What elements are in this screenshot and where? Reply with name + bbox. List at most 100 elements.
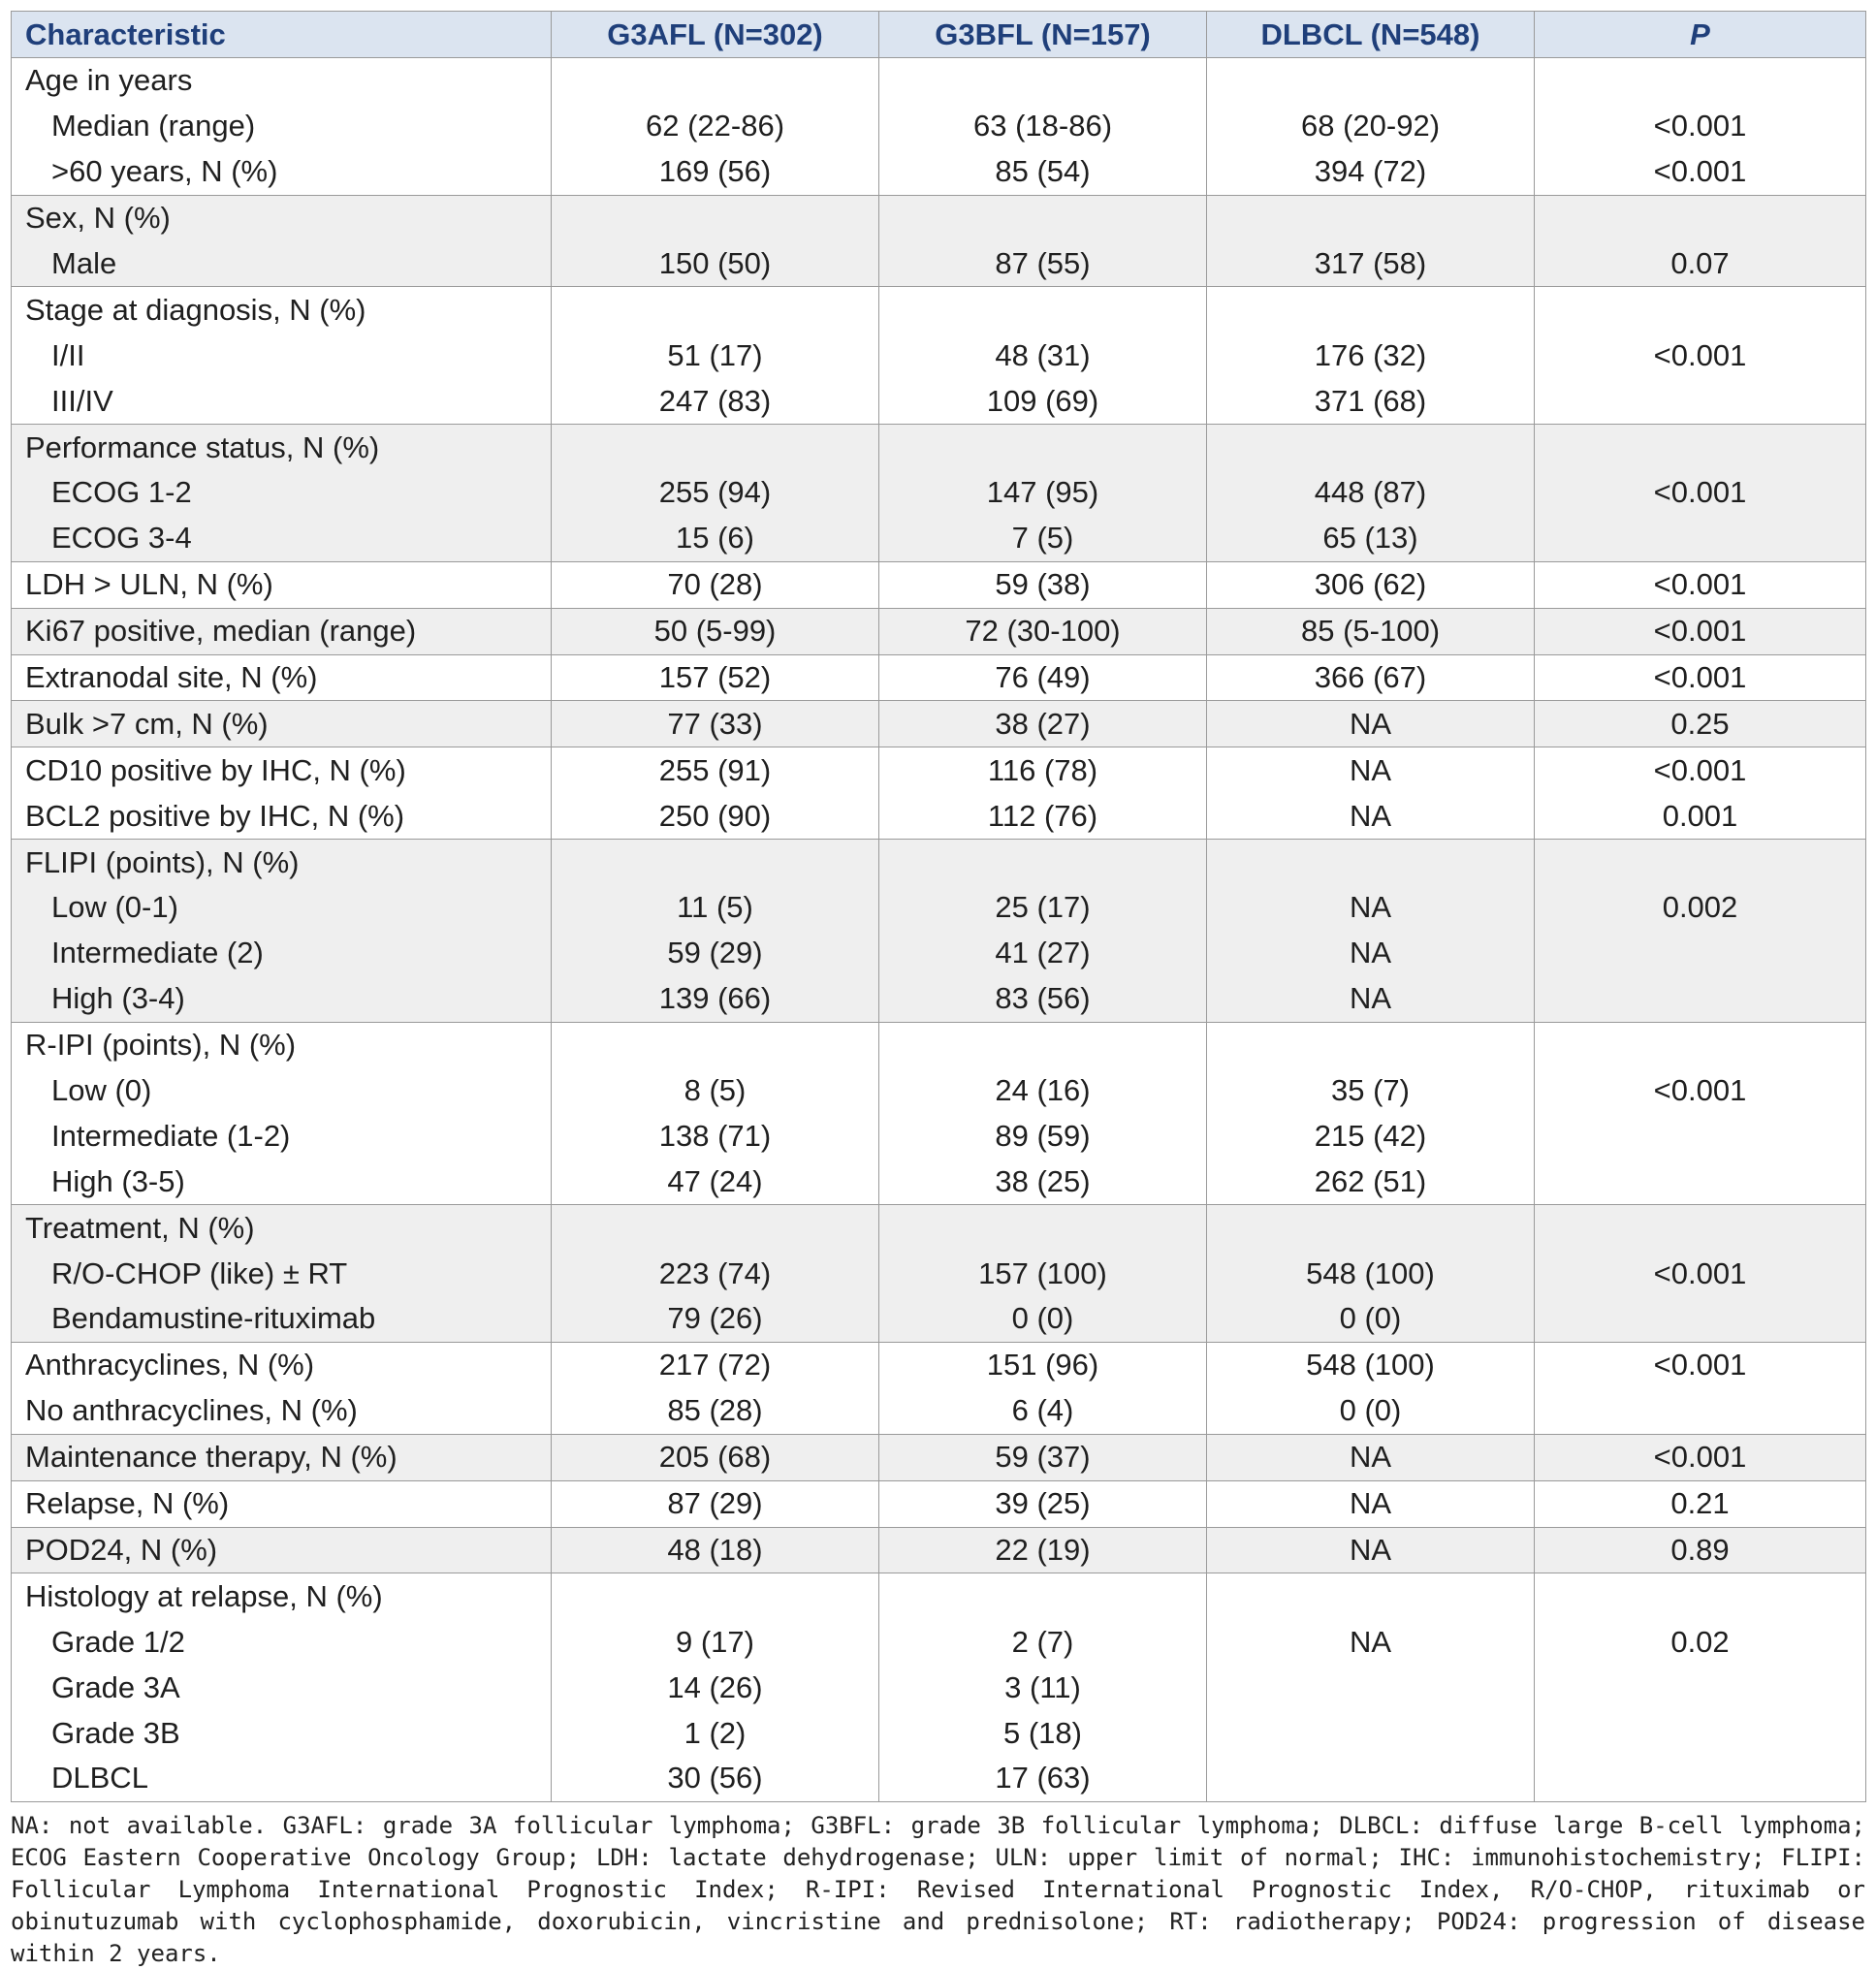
table-row: Performance status, N (%): [11, 424, 1866, 471]
cell-g3afl: 138 (71): [551, 1113, 879, 1160]
cell-g3bfl: 22 (19): [878, 1526, 1207, 1574]
cell-dlbcl: [1206, 1573, 1535, 1620]
cell-g3afl: 14 (26): [551, 1665, 879, 1711]
cell-g3bfl: 17 (63): [878, 1755, 1207, 1802]
cell-g3bfl: 59 (37): [878, 1433, 1207, 1481]
cell-dlbcl: 366 (67): [1206, 653, 1535, 702]
row-group: Stage at diagnosis, N (%) I/II 51 (17) 48 (…: [11, 286, 1866, 426]
row-group: Treatment, N (%) R/O-CHOP (like) ± RT 223 …: [11, 1204, 1866, 1343]
cell-dlbcl: 548 (100): [1206, 1341, 1535, 1388]
table-row: Age in years: [11, 56, 1866, 104]
cell-dlbcl: 371 (68): [1206, 378, 1535, 426]
row-group: CD10 positive by IHC, N (%) 255 (91) 116 (…: [11, 747, 1866, 841]
header-row: Characteristic G3AFL (N=302) G3BFL (N=15…: [11, 11, 1866, 58]
row-group: LDH > ULN, N (%) 70 (28) 59 (38) 306 (62) <0…: [11, 560, 1866, 609]
cell-dlbcl: 85 (5-100): [1206, 607, 1535, 655]
cell-g3bfl: [878, 1573, 1207, 1620]
cell-g3afl: 150 (50): [551, 240, 879, 288]
row-group: Ki67 positive, median (range) 50 (5-99) 72…: [11, 607, 1866, 655]
header-dlbcl: DLBCL (N=548): [1206, 11, 1535, 58]
row-label: No anthracyclines, N (%): [11, 1387, 552, 1435]
table-row: Relapse, N (%) 87 (29) 39 (25) NA 0.21: [11, 1479, 1866, 1528]
characteristics-table: Characteristic G3AFL (N=302) G3BFL (N=15…: [11, 11, 1866, 1802]
cell-g3afl: 79 (26): [551, 1296, 879, 1343]
row-label: BCL2 positive by IHC, N (%): [11, 793, 552, 841]
table-container: Characteristic G3AFL (N=302) G3BFL (N=15…: [11, 11, 1866, 1802]
cell-g3bfl: 147 (95): [878, 470, 1207, 516]
row-label: ECOG 1-2: [11, 470, 552, 516]
table-row: Low (0) 8 (5) 24 (16) 35 (7) <0.001: [11, 1067, 1866, 1114]
row-label: ECOG 3-4: [11, 515, 552, 562]
cell-dlbcl: NA: [1206, 700, 1535, 748]
cell-p: [1534, 56, 1866, 104]
table-row: Bulk >7 cm, N (%) 77 (33) 38 (27) NA 0.25: [11, 700, 1866, 748]
cell-dlbcl: 306 (62): [1206, 560, 1535, 609]
cell-p: 0.21: [1534, 1479, 1866, 1528]
cell-p: <0.001: [1534, 470, 1866, 516]
table-row: Stage at diagnosis, N (%): [11, 286, 1866, 334]
cell-g3afl: [551, 194, 879, 241]
table-row: ECOG 1-2 255 (94) 147 (95) 448 (87) <0.001: [11, 470, 1866, 516]
cell-g3bfl: 89 (59): [878, 1113, 1207, 1160]
row-group: POD24, N (%) 48 (18) 22 (19) NA 0.89: [11, 1526, 1866, 1574]
cell-g3bfl: [878, 194, 1207, 241]
cell-dlbcl: 548 (100): [1206, 1251, 1535, 1297]
cell-g3bfl: 39 (25): [878, 1479, 1207, 1528]
cell-p: <0.001: [1534, 653, 1866, 702]
cell-g3afl: [551, 286, 879, 334]
row-group: R-IPI (points), N (%) Low (0) 8 (5) 24 (16)…: [11, 1021, 1866, 1206]
cell-g3bfl: 38 (25): [878, 1159, 1207, 1206]
cell-p: [1534, 1755, 1866, 1802]
cell-g3afl: [551, 56, 879, 104]
row-label: Stage at diagnosis, N (%): [11, 286, 552, 334]
cell-dlbcl: [1206, 1755, 1535, 1802]
table-row: High (3-5) 47 (24) 38 (25) 262 (51): [11, 1159, 1866, 1206]
table-row: >60 years, N (%) 169 (56) 85 (54) 394 (72) <…: [11, 148, 1866, 196]
cell-dlbcl: NA: [1206, 1619, 1535, 1666]
row-label: R-IPI (points), N (%): [11, 1021, 552, 1068]
cell-dlbcl: NA: [1206, 793, 1535, 841]
cell-g3bfl: 6 (4): [878, 1387, 1207, 1435]
cell-g3bfl: 85 (54): [878, 148, 1207, 196]
table-row: Histology at relapse, N (%): [11, 1573, 1866, 1620]
cell-p: [1534, 515, 1866, 562]
cell-g3afl: [551, 424, 879, 471]
row-label: Relapse, N (%): [11, 1479, 552, 1528]
cell-dlbcl: NA: [1206, 975, 1535, 1023]
row-label: High (3-5): [11, 1159, 552, 1206]
cell-g3afl: 85 (28): [551, 1387, 879, 1435]
table-header: Characteristic G3AFL (N=302) G3BFL (N=15…: [11, 11, 1866, 58]
cell-p: [1534, 1159, 1866, 1206]
row-group: Bulk >7 cm, N (%) 77 (33) 38 (27) NA 0.25: [11, 700, 1866, 748]
cell-g3afl: 48 (18): [551, 1526, 879, 1574]
cell-dlbcl: NA: [1206, 1433, 1535, 1481]
cell-p: 0.07: [1534, 240, 1866, 288]
cell-dlbcl: NA: [1206, 1526, 1535, 1574]
table-row: Sex, N (%): [11, 194, 1866, 241]
cell-g3bfl: 59 (38): [878, 560, 1207, 609]
table-row: Treatment, N (%): [11, 1204, 1866, 1252]
cell-p: [1534, 975, 1866, 1023]
table-row: R-IPI (points), N (%): [11, 1021, 1866, 1068]
cell-g3afl: 11 (5): [551, 885, 879, 931]
row-group: Extranodal site, N (%) 157 (52) 76 (49) 366…: [11, 653, 1866, 702]
cell-dlbcl: [1206, 424, 1535, 471]
cell-p: <0.001: [1534, 103, 1866, 149]
cell-p: [1534, 1021, 1866, 1068]
cell-g3bfl: [878, 286, 1207, 334]
cell-p: <0.001: [1534, 560, 1866, 609]
cell-g3afl: 1 (2): [551, 1710, 879, 1756]
row-label: LDH > ULN, N (%): [11, 560, 552, 609]
cell-g3afl: 50 (5-99): [551, 607, 879, 655]
header-p-value: P: [1534, 11, 1866, 58]
cell-g3afl: 87 (29): [551, 1479, 879, 1528]
cell-p: <0.001: [1534, 1251, 1866, 1297]
cell-g3afl: 139 (66): [551, 975, 879, 1023]
row-group: FLIPI (points), N (%) Low (0-1) 11 (5) 25 (…: [11, 839, 1866, 1023]
row-label: Anthracyclines, N (%): [11, 1341, 552, 1388]
cell-p: [1534, 839, 1866, 886]
cell-g3bfl: 25 (17): [878, 885, 1207, 931]
table-row: Extranodal site, N (%) 157 (52) 76 (49) 366…: [11, 653, 1866, 702]
cell-dlbcl: 262 (51): [1206, 1159, 1535, 1206]
header-g3afl: G3AFL (N=302): [551, 11, 879, 58]
